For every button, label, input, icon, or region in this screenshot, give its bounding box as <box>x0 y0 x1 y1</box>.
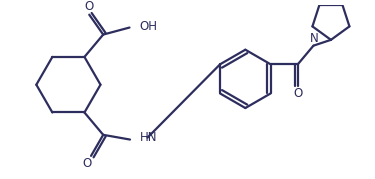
Text: OH: OH <box>139 20 157 33</box>
Text: O: O <box>85 0 94 13</box>
Text: O: O <box>293 87 303 100</box>
Text: O: O <box>82 157 92 170</box>
Text: HN: HN <box>140 131 157 144</box>
Text: N: N <box>310 32 319 45</box>
